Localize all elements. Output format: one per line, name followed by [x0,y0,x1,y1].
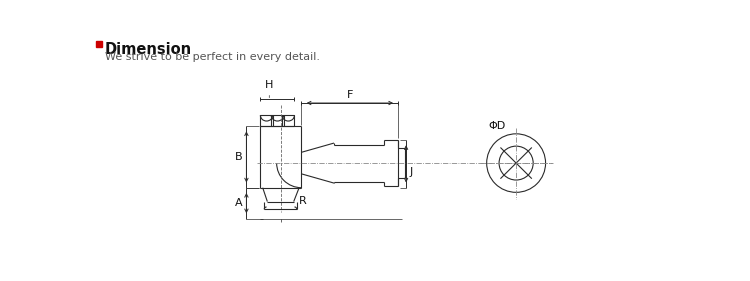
Text: J: J [410,167,413,176]
Text: B: B [235,152,242,162]
Text: Dimension: Dimension [104,42,192,57]
Text: ΦD: ΦD [488,121,506,131]
Text: F: F [346,90,353,100]
Text: H: H [265,80,274,98]
Text: We strive to be perfect in every detail.: We strive to be perfect in every detail. [104,52,320,62]
Text: R: R [299,196,307,206]
Text: A: A [235,198,242,208]
